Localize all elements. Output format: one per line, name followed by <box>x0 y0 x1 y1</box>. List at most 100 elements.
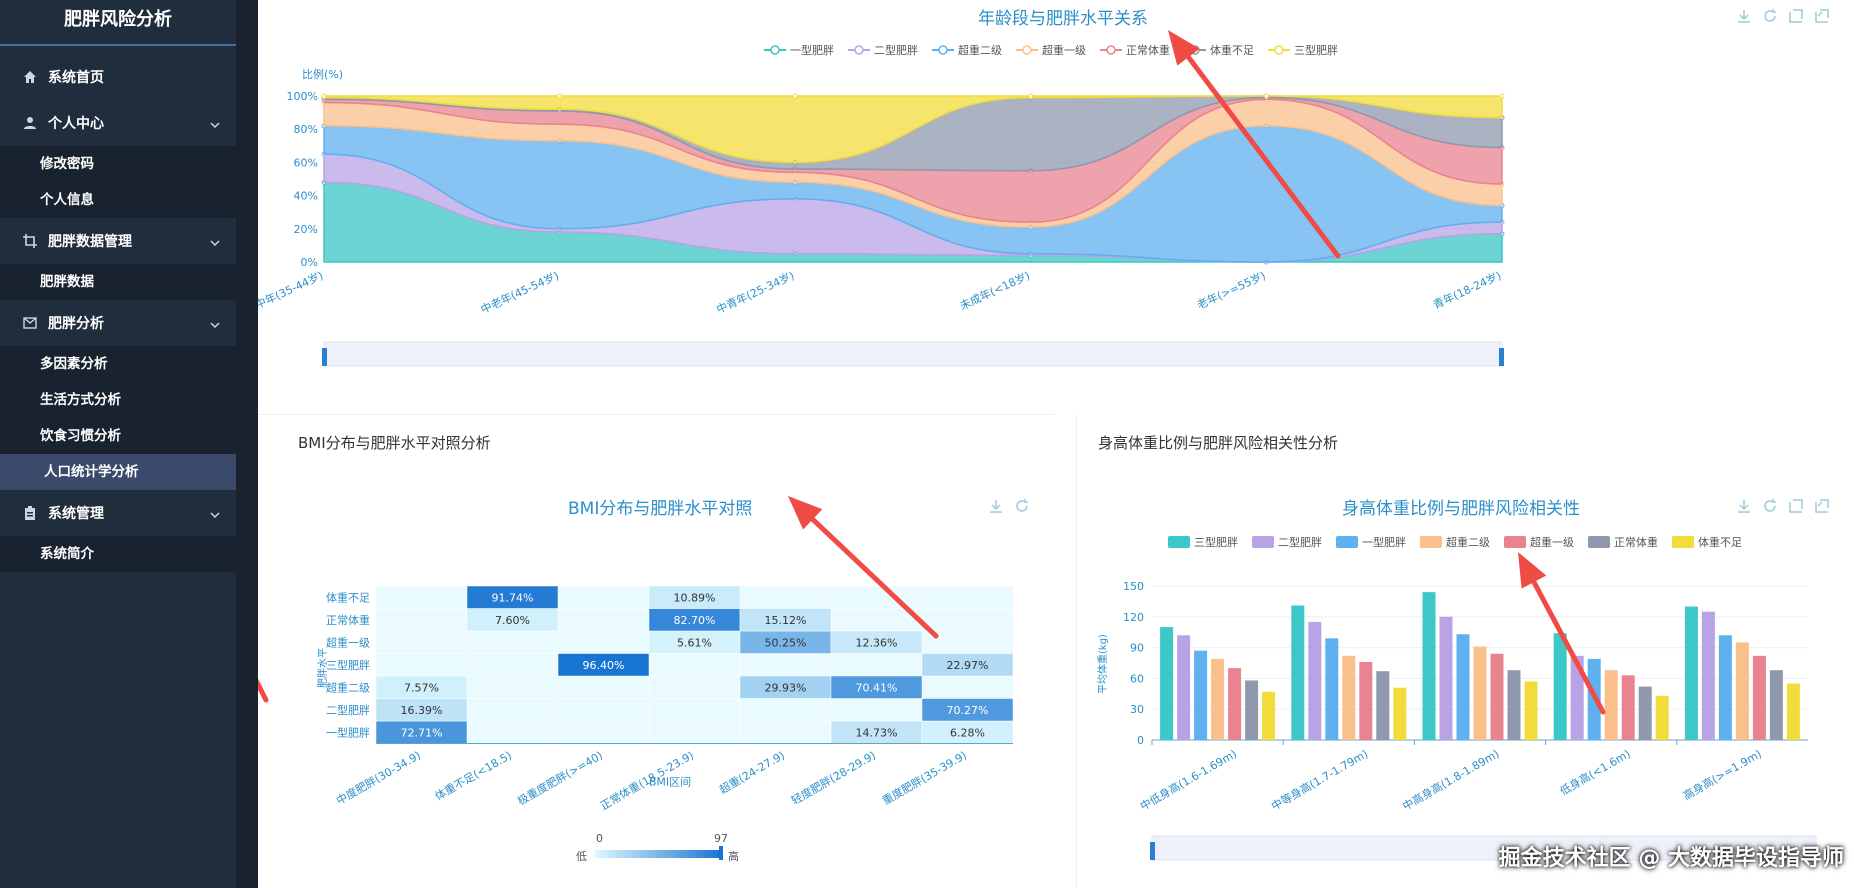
bar-超重二级[interactable] <box>1473 646 1487 740</box>
bar-二型肥胖[interactable] <box>1308 621 1322 740</box>
slider-handle-left[interactable] <box>322 348 327 366</box>
height-panel-title: 身高体重比例与肥胖风险相关性分析 <box>1098 434 1339 452</box>
bar-超重二级[interactable] <box>1211 658 1225 740</box>
menu-data-mgmt[interactable]: 肥胖数据管理 <box>0 218 236 264</box>
bar-体重不足[interactable] <box>1524 681 1538 740</box>
bar-超重一级[interactable] <box>1752 655 1766 740</box>
bar-体重不足[interactable] <box>1786 683 1800 740</box>
menu-multifactor[interactable]: 多因素分析 <box>0 346 236 382</box>
bar-正常体重[interactable] <box>1507 670 1521 740</box>
top-datazoom-slider[interactable] <box>323 341 1503 367</box>
top-legend-item[interactable]: 超重一级 <box>1016 42 1086 58</box>
heatmap-cell[interactable] <box>921 698 1014 722</box>
menu-personal-info[interactable]: 个人信息 <box>0 182 236 218</box>
heatmap-cell[interactable] <box>557 653 650 677</box>
top-legend-item[interactable]: 超重二级 <box>932 42 1002 58</box>
bar-正常体重[interactable] <box>1769 670 1783 740</box>
bar-超重一级[interactable] <box>1359 661 1373 740</box>
bar-二型肥胖[interactable] <box>1439 616 1453 740</box>
zoom-icon[interactable] <box>1788 498 1804 514</box>
bar-正常体重[interactable] <box>1245 680 1259 740</box>
slider-handle-left[interactable] <box>1150 842 1155 860</box>
download-icon[interactable] <box>1736 8 1752 24</box>
zoom-icon[interactable] <box>1788 8 1804 24</box>
heatmap-cell[interactable] <box>648 585 741 609</box>
bar-一型肥胖[interactable] <box>1325 638 1339 740</box>
top-area-三型肥胖[interactable] <box>323 95 1503 164</box>
top-legend-item[interactable]: 二型肥胖 <box>848 42 918 58</box>
top-legend-item[interactable]: 一型肥胖 <box>764 42 834 58</box>
heatmap-cell[interactable] <box>466 585 559 609</box>
top-area-point[interactable] <box>321 93 327 99</box>
bar-超重一级[interactable] <box>1228 668 1242 740</box>
bar-正常体重[interactable] <box>1638 686 1652 740</box>
bar-legend-label: 三型肥胖 <box>1194 536 1238 549</box>
menu-diet[interactable]: 饮食习惯分析 <box>0 418 236 454</box>
bar-一型肥胖[interactable] <box>1456 634 1470 740</box>
bar-超重一级[interactable] <box>1621 675 1635 740</box>
bar-legend-item[interactable]: 一型肥胖 <box>1336 534 1406 550</box>
zoom-reset-icon[interactable] <box>1814 498 1830 514</box>
bar-legend-item[interactable]: 正常体重 <box>1588 534 1658 550</box>
refresh-icon[interactable] <box>1762 498 1778 514</box>
bar-超重二级[interactable] <box>1604 670 1618 740</box>
bar-legend-item[interactable]: 超重一级 <box>1504 534 1574 550</box>
bmi-chart-title: BMI分布与肥胖水平对照 <box>568 499 753 519</box>
heatmap-cell[interactable] <box>375 675 468 699</box>
zoom-reset-icon[interactable] <box>1814 8 1830 24</box>
bar-legend-item[interactable]: 体重不足 <box>1672 534 1742 550</box>
bar-正常体重[interactable] <box>1376 671 1390 740</box>
download-icon[interactable] <box>988 498 1004 514</box>
bar-三型肥胖[interactable] <box>1553 633 1567 740</box>
slider-handle-right[interactable] <box>1499 348 1504 366</box>
top-area-point[interactable] <box>792 93 798 99</box>
bar-超重二级[interactable] <box>1735 642 1749 740</box>
visual-map-handle[interactable] <box>719 846 723 860</box>
bar-二型肥胖[interactable] <box>1177 635 1191 740</box>
heatmap-cell[interactable] <box>830 675 923 699</box>
menu-change-password[interactable]: 修改密码 <box>0 146 236 182</box>
bar-二型肥胖[interactable] <box>1570 655 1584 740</box>
heatmap-cell[interactable] <box>921 653 1014 677</box>
refresh-icon[interactable] <box>1762 8 1778 24</box>
menu-personal[interactable]: 个人中心 <box>0 100 236 146</box>
top-area-point[interactable] <box>1028 93 1034 99</box>
bar-三型肥胖[interactable] <box>1684 606 1698 740</box>
bar-一型肥胖[interactable] <box>1194 650 1208 740</box>
bar-三型肥胖[interactable] <box>1160 627 1174 740</box>
bmi-heatmap: 72.71% 16.39% 7.57% 7.60% 91.74% 96.40% 5.61% 8… <box>317 585 1014 863</box>
menu-home[interactable]: 系统首页 <box>0 54 236 100</box>
bar-体重不足[interactable] <box>1655 695 1669 740</box>
menu-system[interactable]: 系统管理 <box>0 490 236 536</box>
bar-三型肥胖[interactable] <box>1291 605 1305 740</box>
refresh-icon[interactable] <box>1014 498 1030 514</box>
bar-体重不足[interactable] <box>1393 687 1407 740</box>
top-legend-item[interactable]: 三型肥胖 <box>1268 42 1338 58</box>
bar-一型肥胖[interactable] <box>1718 635 1732 740</box>
bar-legend-label: 一型肥胖 <box>1362 536 1406 549</box>
visual-map-bar[interactable] <box>594 850 722 858</box>
menu-system-intro[interactable]: 系统简介 <box>0 536 236 572</box>
top-legend-item[interactable]: 正常体重 <box>1100 42 1170 58</box>
heatmap-cell-label: 14.73% <box>856 726 898 739</box>
menu-demographics[interactable]: 人口统计学分析 <box>0 454 236 490</box>
bar-三型肥胖[interactable] <box>1422 592 1436 740</box>
bar-legend-item[interactable]: 二型肥胖 <box>1252 534 1322 550</box>
bar-legend-item[interactable]: 三型肥胖 <box>1168 534 1238 550</box>
bar-二型肥胖[interactable] <box>1701 611 1715 740</box>
bar-一型肥胖[interactable] <box>1587 658 1601 740</box>
bar-超重一级[interactable] <box>1490 653 1504 740</box>
bar-legend-item[interactable]: 超重二级 <box>1420 534 1490 550</box>
menu-data-mgmt-label: 肥胖数据管理 <box>48 234 132 250</box>
menu-analysis[interactable]: 肥胖分析 <box>0 300 236 346</box>
menu-obesity-data[interactable]: 肥胖数据 <box>0 264 236 300</box>
top-legend-label: 二型肥胖 <box>874 44 918 57</box>
bar-体重不足[interactable] <box>1262 691 1276 740</box>
bar-超重二级[interactable] <box>1342 655 1356 740</box>
top-area-point[interactable] <box>557 93 563 99</box>
top-legend-label: 体重不足 <box>1210 44 1254 57</box>
download-icon[interactable] <box>1736 498 1752 514</box>
menu-lifestyle[interactable]: 生活方式分析 <box>0 382 236 418</box>
top-area-point[interactable] <box>1499 93 1505 99</box>
bar-legend-label: 正常体重 <box>1614 536 1658 549</box>
